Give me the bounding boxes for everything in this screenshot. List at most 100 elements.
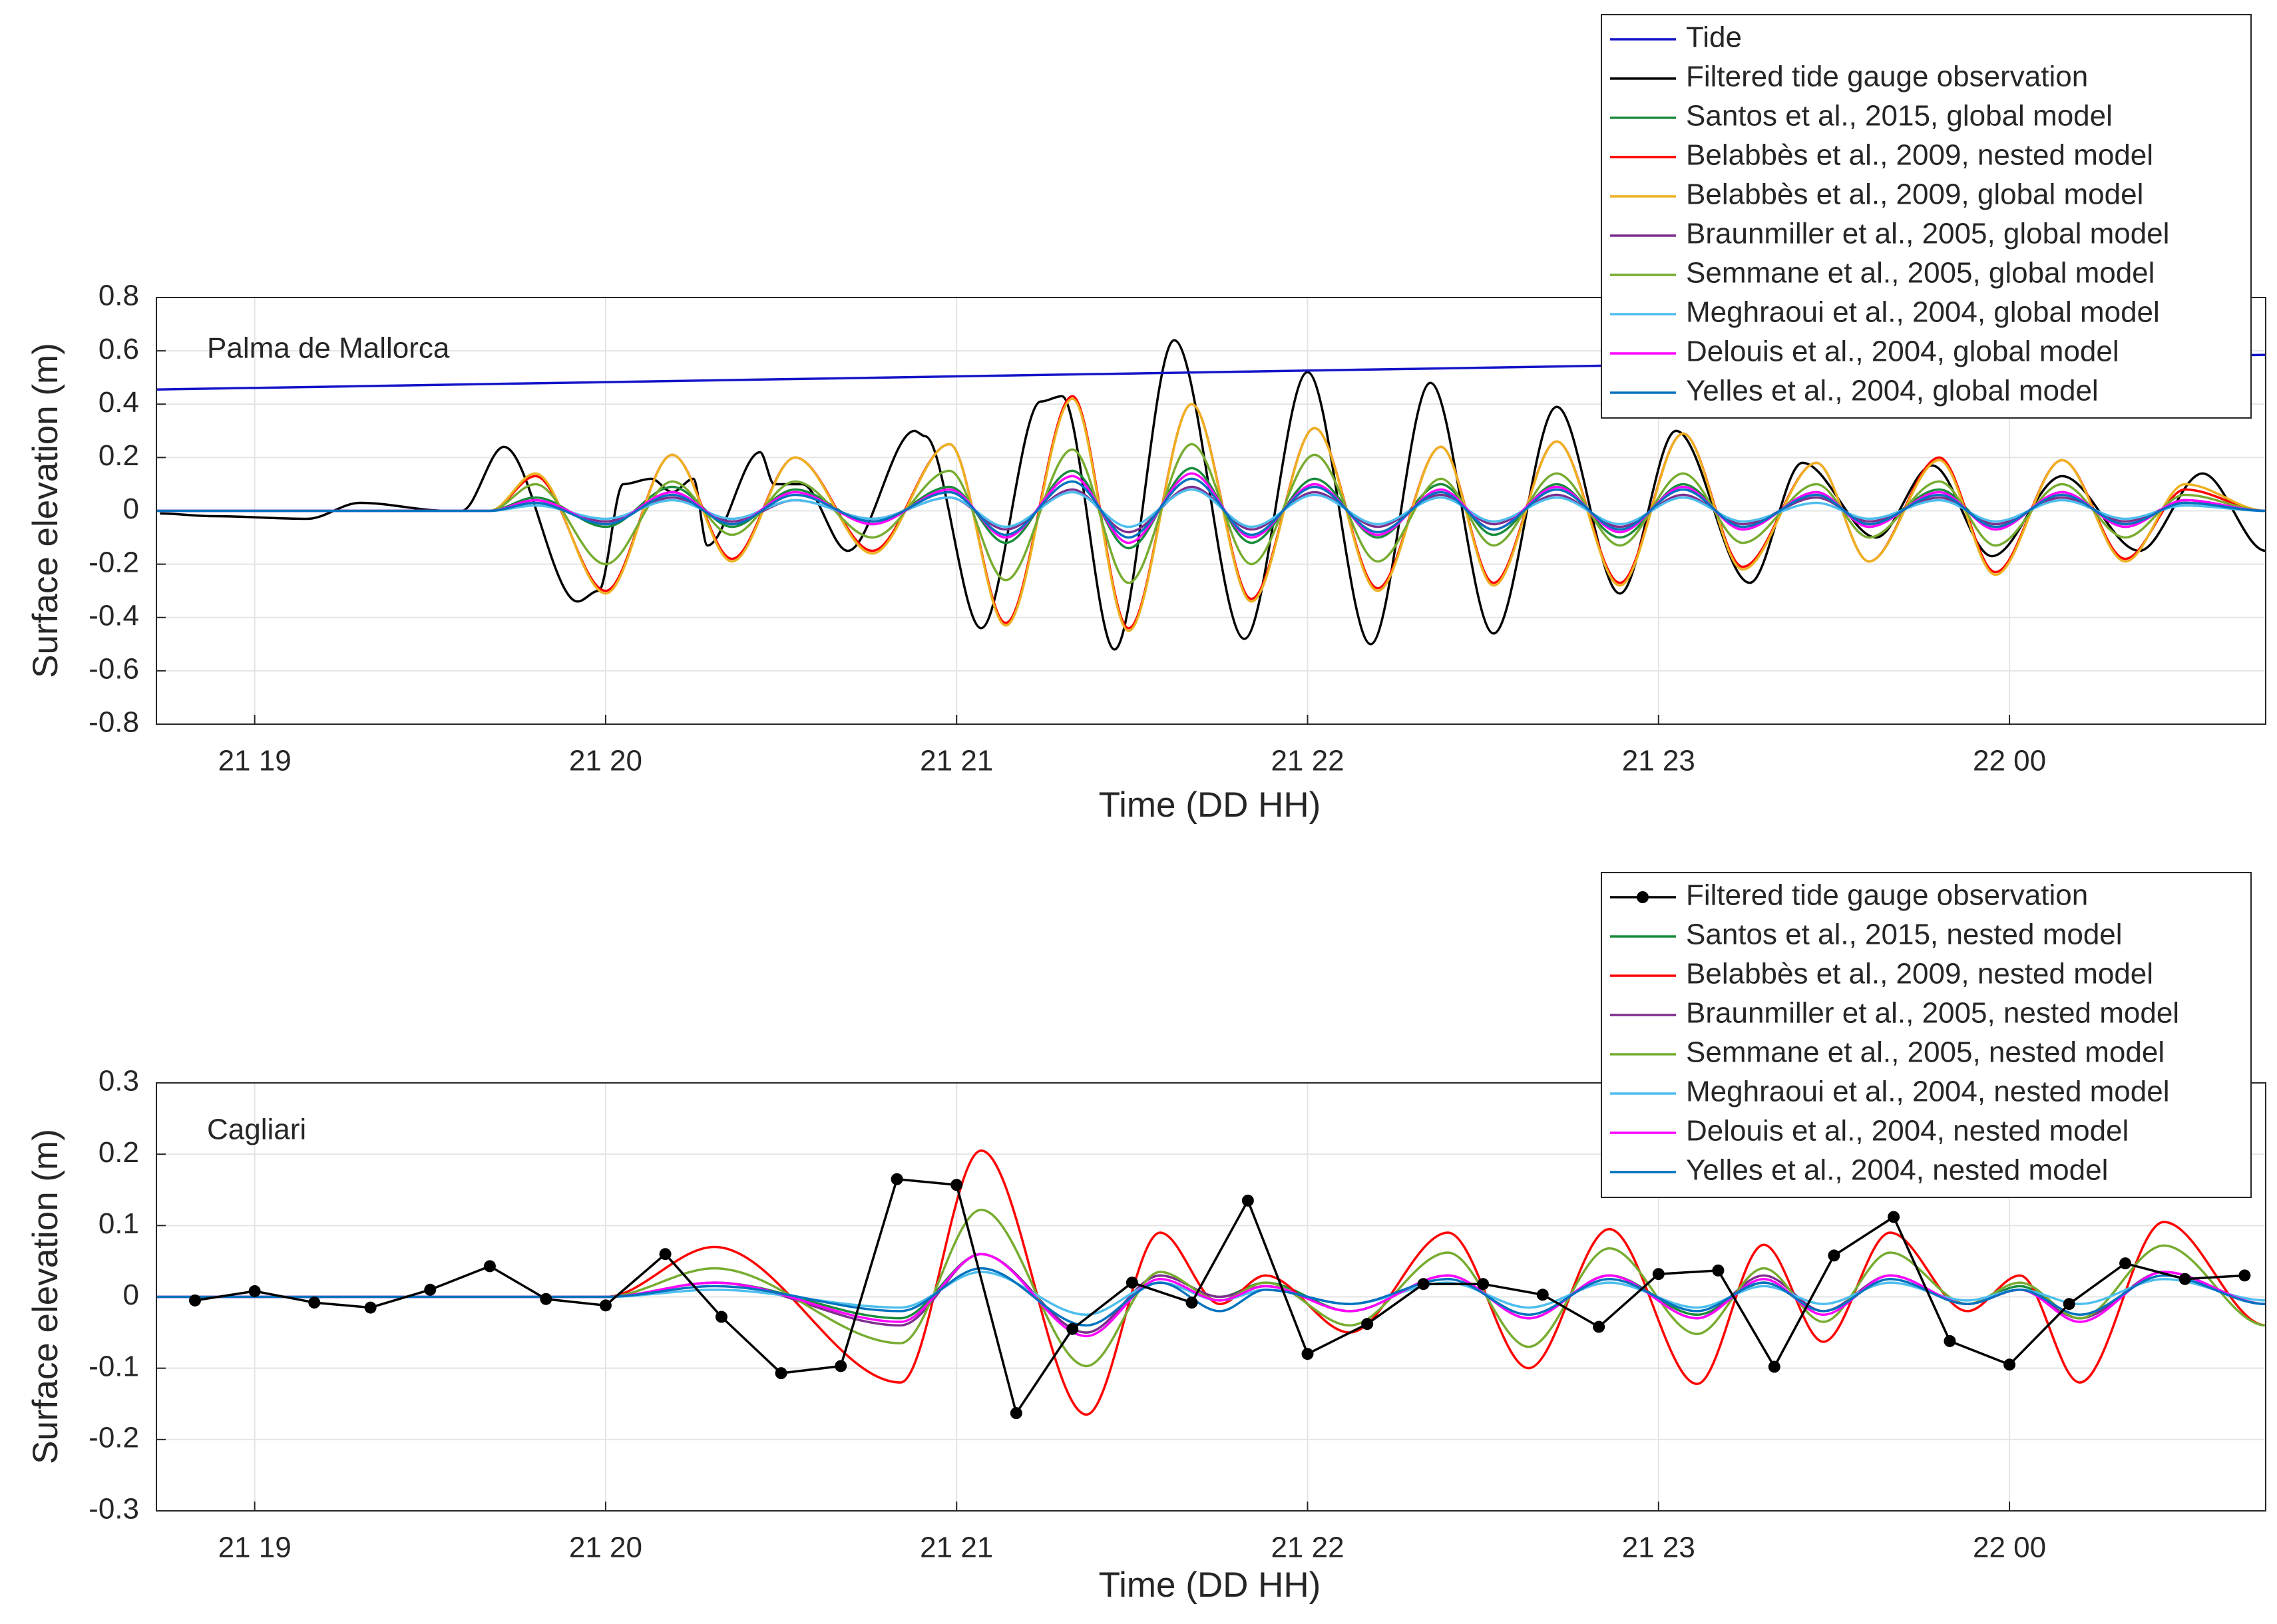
axes-box <box>156 1082 2266 1512</box>
x-tick-label: 21 23 <box>1622 1531 1695 1564</box>
data-point <box>2003 1358 2016 1371</box>
y-tick-label: -0.8 <box>89 706 139 739</box>
y-tick-label: 0.2 <box>99 1136 139 1169</box>
legend-label: Tide <box>1686 21 1742 54</box>
y-tick-label: 0 <box>123 493 139 525</box>
data-point <box>1888 1211 1900 1223</box>
data-point <box>715 1311 727 1323</box>
x-tick-label: 21 20 <box>569 745 642 777</box>
x-tick-label: 21 20 <box>569 1531 642 1564</box>
data-point <box>1768 1360 1780 1373</box>
data-point <box>1536 1289 1549 1301</box>
data-point <box>1361 1318 1374 1330</box>
legend-label: Santos et al., 2015, global model <box>1686 100 2113 132</box>
legend-label: Delouis et al., 2004, global model <box>1686 335 2119 368</box>
x-tick-label: 21 22 <box>1271 745 1344 777</box>
data-point <box>950 1179 963 1191</box>
data-point <box>1301 1348 1314 1360</box>
data-point <box>1477 1278 1490 1291</box>
data-point <box>1652 1268 1665 1281</box>
y-tick-label: 0.6 <box>99 333 139 365</box>
plot-area <box>156 339 2266 651</box>
data-point <box>659 1248 672 1261</box>
y-axis-label: Surface elevation (m) <box>26 1129 65 1464</box>
data-point <box>1066 1322 1079 1335</box>
series-line <box>156 397 2266 632</box>
data-point <box>775 1367 787 1380</box>
series-line <box>156 477 2266 539</box>
y-tick-label: -0.1 <box>89 1350 139 1382</box>
data-point <box>1593 1320 1605 1333</box>
data-point <box>835 1360 847 1372</box>
legend-label: Belabbès et al., 2009, nested model <box>1686 958 2153 990</box>
y-tick-label: -0.2 <box>89 1421 139 1454</box>
x-tick-label: 21 23 <box>1622 745 1695 777</box>
data-point <box>2178 1273 2191 1285</box>
y-tick-label: 0.1 <box>99 1207 139 1240</box>
y-axis-label: Surface elevation (m) <box>26 343 65 678</box>
data-point <box>1126 1277 1138 1289</box>
y-tick-label: 0.8 <box>99 280 139 312</box>
legend-label: Semmane et al., 2005, global model <box>1686 257 2155 290</box>
data-point <box>1241 1194 1254 1207</box>
legend-label: Meghraoui et al., 2004, nested model <box>1686 1076 2169 1108</box>
x-tick-label: 21 21 <box>920 745 993 777</box>
annotation: Cagliari <box>207 1114 306 1146</box>
axes-box <box>156 297 2266 725</box>
legend-marker <box>1637 891 1649 903</box>
legend-label: Belabbès et al., 2009, nested model <box>1686 139 2153 172</box>
data-point <box>599 1299 612 1312</box>
data-point <box>483 1260 496 1273</box>
data-point <box>424 1283 437 1296</box>
series-line <box>160 339 2266 651</box>
y-tick-label: -0.2 <box>89 546 139 578</box>
data-point <box>540 1293 552 1305</box>
series-line <box>156 1149 2266 1416</box>
annotation: Palma de Mallorca <box>207 332 450 365</box>
legend-label: Yelles et al., 2004, nested model <box>1686 1154 2108 1187</box>
data-point <box>2063 1298 2075 1311</box>
legend-box <box>1601 14 2252 419</box>
x-axis-label: Time (DD HH) <box>1099 785 1321 825</box>
legend-label: Delouis et al., 2004, nested model <box>1686 1115 2129 1147</box>
data-point <box>2119 1257 2132 1270</box>
y-tick-label: 0.4 <box>99 386 139 419</box>
data-point <box>1417 1278 1430 1291</box>
series-line <box>194 1177 2245 1414</box>
y-tick-label: -0.6 <box>89 653 139 686</box>
legend-label: Yelles et al., 2004, global model <box>1686 375 2099 407</box>
data-point <box>1010 1407 1022 1420</box>
legend-label: Filtered tide gauge observation <box>1686 61 2088 93</box>
y-tick-label: 0.3 <box>99 1065 139 1098</box>
legend-box <box>1601 872 2252 1198</box>
legend-label: Braunmiller et al., 2005, nested model <box>1686 997 2179 1030</box>
x-tick-label: 21 21 <box>920 1531 993 1564</box>
data-point <box>364 1301 377 1314</box>
data-point <box>308 1297 321 1309</box>
plot-area <box>156 1149 2266 1420</box>
y-tick-label: -0.3 <box>89 1493 139 1525</box>
series-line <box>156 395 2266 630</box>
y-tick-label: 0.2 <box>99 439 139 472</box>
x-tick-label: 21 19 <box>218 745 292 777</box>
data-point <box>1944 1334 1956 1347</box>
data-point <box>248 1285 261 1297</box>
x-tick-label: 21 22 <box>1271 1531 1344 1564</box>
series-line <box>156 488 2266 528</box>
legend-label: Braunmiller et al., 2005, global model <box>1686 218 2169 250</box>
y-tick-label: -0.4 <box>89 599 139 632</box>
y-tick-label: 0 <box>123 1279 139 1311</box>
x-tick-label: 22 00 <box>1973 745 2046 777</box>
x-axis-label: Time (DD HH) <box>1099 1565 1321 1605</box>
legend-label: Belabbès et al., 2009, global model <box>1686 178 2143 211</box>
data-point <box>189 1294 202 1307</box>
x-tick-label: 21 19 <box>218 1531 292 1564</box>
data-point <box>1185 1297 1198 1309</box>
data-point <box>2238 1269 2251 1282</box>
data-point <box>1712 1264 1725 1277</box>
legend-label: Semmane et al., 2005, nested model <box>1686 1036 2165 1069</box>
legend-label: Filtered tide gauge observation <box>1686 879 2088 912</box>
series-line <box>156 467 2266 550</box>
